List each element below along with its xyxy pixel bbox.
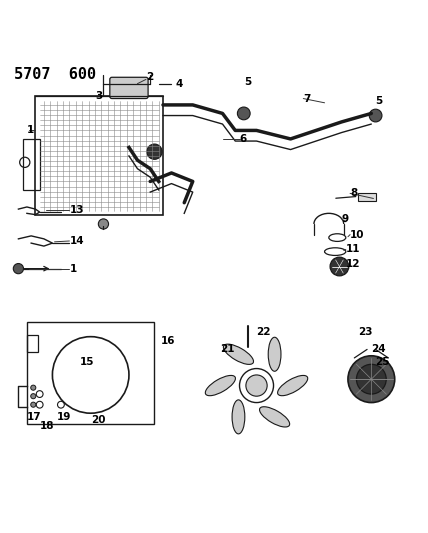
Circle shape: [357, 364, 386, 394]
Circle shape: [330, 257, 349, 276]
Text: 7: 7: [303, 93, 311, 103]
Text: 18: 18: [40, 421, 54, 431]
Text: 1: 1: [27, 125, 34, 135]
Text: 15: 15: [80, 357, 95, 367]
Text: 10: 10: [350, 230, 365, 240]
Ellipse shape: [268, 337, 281, 372]
Text: 8: 8: [350, 188, 357, 198]
Text: 19: 19: [56, 413, 71, 423]
Circle shape: [31, 394, 36, 399]
Text: 22: 22: [256, 327, 271, 337]
Circle shape: [31, 402, 36, 407]
Text: 23: 23: [359, 327, 373, 337]
Ellipse shape: [259, 407, 290, 427]
Text: 25: 25: [376, 357, 390, 367]
Text: 17: 17: [27, 413, 42, 423]
Text: 16: 16: [161, 336, 175, 346]
Bar: [27, 322, 155, 424]
Circle shape: [147, 144, 162, 159]
Text: 5707  600: 5707 600: [14, 67, 96, 82]
Text: 1: 1: [69, 264, 77, 273]
Circle shape: [238, 107, 250, 120]
Text: 5: 5: [244, 77, 251, 86]
Text: 4: 4: [176, 79, 183, 88]
Text: 14: 14: [69, 236, 84, 246]
Circle shape: [13, 263, 24, 274]
Text: 6: 6: [240, 134, 247, 144]
Text: 24: 24: [372, 344, 386, 354]
FancyBboxPatch shape: [358, 193, 377, 201]
Bar: [36, 96, 163, 215]
Text: 5: 5: [376, 95, 383, 106]
Circle shape: [31, 385, 36, 390]
Text: 11: 11: [346, 245, 360, 254]
Ellipse shape: [205, 375, 235, 395]
Text: 2: 2: [146, 72, 153, 82]
Text: 3: 3: [95, 92, 102, 101]
Circle shape: [98, 219, 109, 229]
Text: 9: 9: [342, 214, 349, 224]
FancyArrowPatch shape: [21, 266, 48, 271]
Text: 12: 12: [346, 259, 360, 269]
Ellipse shape: [223, 344, 253, 365]
Circle shape: [369, 109, 382, 122]
Ellipse shape: [232, 400, 245, 434]
FancyBboxPatch shape: [110, 77, 148, 99]
Circle shape: [246, 375, 267, 396]
Text: 20: 20: [91, 415, 105, 425]
Bar: [27, 335, 38, 352]
Text: 21: 21: [220, 344, 235, 354]
Circle shape: [348, 356, 395, 402]
Ellipse shape: [278, 375, 308, 395]
Text: 13: 13: [69, 205, 84, 215]
Bar: [23, 139, 40, 190]
